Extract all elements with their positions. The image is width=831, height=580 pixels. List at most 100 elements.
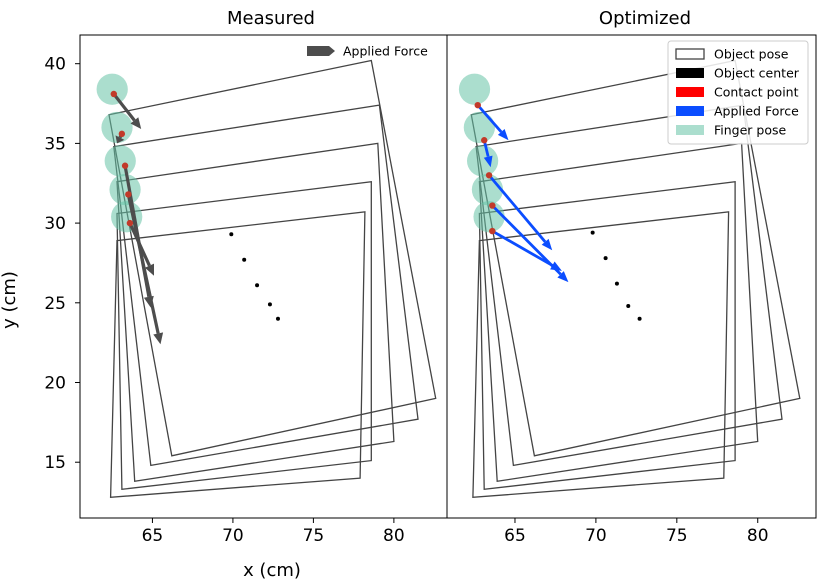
optimized-force-shaft xyxy=(491,229,554,267)
measured-ytick-label: 30 xyxy=(44,214,66,234)
measured-object-center xyxy=(267,302,272,307)
measured-finger-pose xyxy=(96,73,128,105)
measured-force-head xyxy=(130,117,142,129)
optimized-title: Optimized xyxy=(599,8,691,29)
legend-applied-force-key xyxy=(307,46,335,56)
optimized-force-arrow xyxy=(488,174,553,251)
optimized-force-head xyxy=(497,129,509,141)
legend-applied-force-label: Applied Force xyxy=(343,44,428,59)
measured-ytick-label: 20 xyxy=(44,374,66,394)
x-axis-label: x (cm) xyxy=(243,560,301,580)
optimized-contact-point xyxy=(489,202,496,209)
measured-xtick-label: 80 xyxy=(383,526,405,546)
optimized-xtick-label: 70 xyxy=(585,526,607,546)
measured-ytick-label: 15 xyxy=(44,453,66,473)
optimized-plot-content xyxy=(458,59,801,499)
optimized-xtick-label: 75 xyxy=(666,526,688,546)
optimized-finger-pose xyxy=(471,174,504,206)
measured-contact-point xyxy=(121,162,129,169)
measured-object-pose xyxy=(108,59,437,457)
measured-object-center xyxy=(229,232,234,237)
optimized-force-shaft xyxy=(488,174,547,243)
optimized-panel: Object pose Object center Contact point App… xyxy=(446,8,817,546)
legend-finger-pose-key xyxy=(676,125,704,135)
optimized-object-center xyxy=(590,230,595,235)
legend-frame xyxy=(667,40,809,145)
measured-ytick-label: 35 xyxy=(44,134,66,154)
measured-contact-point xyxy=(118,130,126,138)
optimized-force-head xyxy=(557,271,569,283)
measured-force-shaft xyxy=(128,222,151,267)
optimized-legend: Object pose Object center Contact point App… xyxy=(667,40,809,145)
optimized-axes-frame xyxy=(446,34,817,519)
measured-legend: Applied Force xyxy=(307,44,428,59)
optimized-xtick-label: 65 xyxy=(504,526,526,546)
optimized-xtick-label: 80 xyxy=(747,526,769,546)
measured-xtick-label: 70 xyxy=(222,526,244,546)
optimized-contact-point xyxy=(489,227,496,235)
measured-object-center xyxy=(275,316,280,321)
measured-ticks: 65 70 75 80 15 20 25 30 35 40 xyxy=(44,55,404,546)
measured-object-center xyxy=(242,257,247,262)
measured-object-pose xyxy=(116,180,372,491)
legend-object-center-label: Object center xyxy=(714,66,800,81)
measured-title: Measured xyxy=(227,8,315,29)
measured-force-arrow xyxy=(126,194,164,345)
measured-object-pose xyxy=(116,142,395,483)
y-axis-label: y (cm) xyxy=(0,271,20,329)
measured-force-shaft xyxy=(126,194,160,334)
optimized-force-head xyxy=(541,238,553,251)
measured-finger-pose xyxy=(109,174,141,206)
legend-finger-pose-label: Finger pose xyxy=(714,123,787,138)
optimized-object-center xyxy=(637,316,642,321)
legend-contact-point-label: Contact point xyxy=(714,85,799,100)
optimized-force-arrow xyxy=(476,104,509,141)
legend-contact-point-key xyxy=(676,87,704,97)
measured-xtick-label: 75 xyxy=(303,526,325,546)
optimized-force-head xyxy=(483,155,493,168)
optimized-object-center xyxy=(614,281,619,286)
measured-object-pose xyxy=(113,104,419,467)
optimized-object-pose xyxy=(475,104,783,467)
optimized-contact-point xyxy=(474,101,481,109)
measured-force-head xyxy=(115,135,125,144)
legend-applied-force-key xyxy=(676,106,704,116)
measured-xtick-label: 65 xyxy=(142,526,164,546)
legend-object-pose-label: Object pose xyxy=(714,47,789,62)
optimized-force-arrow xyxy=(491,204,569,283)
measured-object-pose xyxy=(109,211,366,499)
legend-object-pose-key xyxy=(675,48,705,60)
measured-force-arrow xyxy=(128,222,154,276)
optimized-contact-point xyxy=(485,172,493,179)
measured-force-shaft xyxy=(112,92,136,122)
optimized-force-shaft xyxy=(476,104,503,133)
measured-force-arrow xyxy=(112,92,142,129)
optimized-object-center xyxy=(603,256,608,261)
measured-panel: Applied Force 65 70 75 80 15 20 25 30 35 40 Measu… xyxy=(44,8,448,546)
measured-contact-point xyxy=(125,191,132,198)
optimized-object-pose xyxy=(470,59,801,457)
measured-contact-point xyxy=(126,219,134,227)
optimized-finger-pose xyxy=(473,201,505,233)
measured-finger-pose xyxy=(101,111,133,144)
measured-finger-pose xyxy=(104,145,136,177)
optimized-force-head xyxy=(550,261,562,271)
measured-contact-point xyxy=(110,90,118,98)
measured-ytick-label: 40 xyxy=(44,55,66,75)
legend-object-center-key xyxy=(676,68,704,78)
optimized-object-center xyxy=(626,303,631,308)
measured-plot-content xyxy=(96,59,437,499)
measured-ytick-label: 25 xyxy=(44,294,66,314)
measured-force-head xyxy=(144,263,154,276)
optimized-object-pose xyxy=(478,180,736,491)
legend-applied-force-label: Applied Force xyxy=(714,104,799,119)
optimized-object-pose xyxy=(472,211,730,499)
optimized-finger-pose xyxy=(466,145,499,177)
measured-force-head xyxy=(153,332,164,345)
optimized-contact-point xyxy=(481,137,488,144)
optimized-finger-pose xyxy=(458,73,491,105)
optimized-finger-pose xyxy=(463,111,495,144)
optimized-object-pose xyxy=(478,142,759,483)
optimized-force-arrow xyxy=(491,229,562,271)
